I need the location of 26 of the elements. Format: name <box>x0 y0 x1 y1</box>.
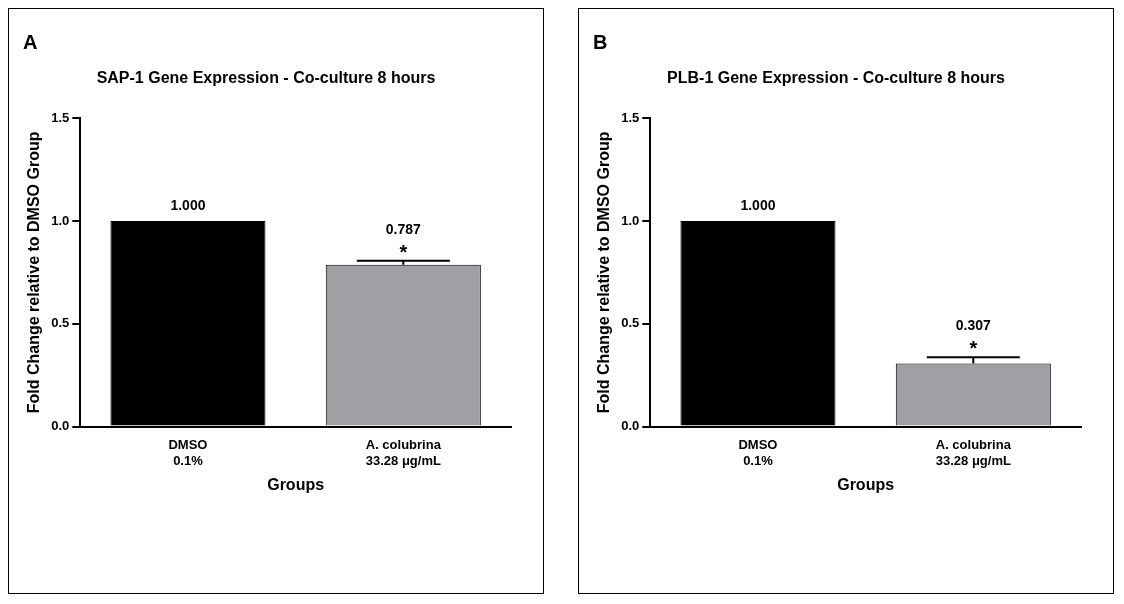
x-tick-label: DMSO 0.1% <box>738 436 778 468</box>
y-tick-label: 1.0 <box>621 212 640 228</box>
annotation: * <box>399 240 408 263</box>
y-tick-label: 1.5 <box>621 109 640 125</box>
text: B <box>593 31 608 54</box>
annotation: * <box>969 337 978 360</box>
text: A <box>23 31 38 54</box>
x-axis-title: Groups <box>267 475 325 493</box>
data-label: 1.000 <box>170 196 206 213</box>
y-tick-label: 1.5 <box>51 109 70 125</box>
x-tick-label: A. colubrina 33.28 μg/mL <box>935 436 1012 468</box>
x-tick-label: DMSO 0.1% <box>168 436 208 468</box>
y-tick-label: 0.5 <box>51 315 70 331</box>
y-axis-title: Fold Change relative to DMSO Group <box>595 131 613 414</box>
y-tick-label: 1.0 <box>51 212 70 228</box>
chart-title: SAP-1 Gene Expression - Co-culture 8 hours <box>96 69 436 87</box>
y-tick-label: 0.0 <box>621 418 640 434</box>
data-label: 0.307 <box>955 317 992 334</box>
data-label: 0.787 <box>385 220 422 237</box>
y-axis-title: Fold Change relative to DMSO Group <box>25 131 43 414</box>
y-tick-label: 0.0 <box>51 418 70 434</box>
y-tick-label: 0.5 <box>621 315 640 331</box>
chart-title: PLB-1 Gene Expression - Co-culture 8 hours <box>667 69 1006 87</box>
x-axis-title: Groups <box>837 475 895 493</box>
data-label: 1.000 <box>740 196 776 213</box>
x-tick-label: A. colubrina 33.28 μg/mL <box>365 436 442 468</box>
